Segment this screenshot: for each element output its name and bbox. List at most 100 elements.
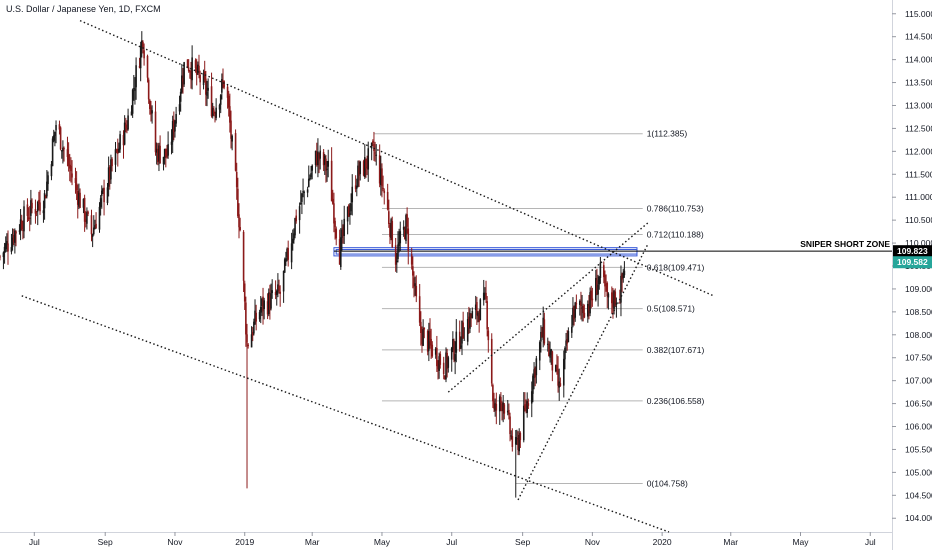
sniper-zone-box — [333, 247, 638, 257]
candle-body — [12, 234, 15, 242]
candle-body — [430, 338, 432, 346]
candle-body — [367, 148, 370, 170]
y-tick-label: 111.500 — [905, 169, 932, 179]
candle-body — [466, 318, 469, 342]
candle-body — [391, 220, 394, 248]
candle-body — [0, 256, 1, 258]
candle-body — [149, 100, 151, 109]
candle-body — [556, 365, 558, 370]
candle-body — [43, 193, 46, 209]
candle-body — [221, 79, 223, 93]
candle-body — [604, 274, 606, 287]
candle-body — [518, 434, 520, 452]
candle-body — [564, 347, 566, 360]
candle-body — [412, 266, 414, 276]
candle-body — [282, 270, 285, 292]
candle-body — [107, 167, 110, 187]
candle-body — [261, 299, 263, 306]
candle-body — [62, 147, 64, 152]
candle-body — [559, 383, 562, 386]
candle-body — [142, 41, 144, 49]
candle-body — [615, 302, 618, 305]
candle-body — [229, 106, 231, 123]
candle-body — [239, 227, 241, 231]
candle-body — [91, 234, 94, 237]
candle-body — [67, 154, 70, 166]
x-tick-label: Sep — [98, 537, 113, 547]
fib-level-label: 0.712(110.188) — [647, 229, 704, 239]
candle-body — [319, 150, 322, 159]
candle-body — [511, 436, 514, 447]
candle-body — [330, 160, 333, 202]
y-tick-label: 105.000 — [905, 467, 932, 477]
candle-body — [246, 334, 248, 343]
candle-body — [565, 340, 567, 346]
candle-body — [44, 195, 47, 199]
candle-body — [333, 203, 335, 224]
candle-body — [174, 121, 176, 132]
candle-body — [342, 227, 344, 236]
candle-body — [530, 391, 533, 404]
candle-body — [226, 86, 229, 98]
y-tick-label: 108.000 — [905, 330, 932, 340]
candle-body — [502, 402, 504, 412]
candle-body — [490, 338, 493, 384]
x-tick-label: May — [374, 537, 391, 547]
candle-body — [197, 64, 199, 73]
candle-body — [334, 220, 336, 228]
candle-body — [599, 262, 602, 278]
candle-body — [47, 175, 49, 185]
candle-body — [386, 191, 389, 210]
candle-body — [534, 368, 536, 378]
candle-body — [359, 161, 362, 175]
x-tick-label: Mar — [305, 537, 320, 547]
candle-body — [219, 95, 222, 105]
candle-body — [218, 104, 221, 110]
candle-body — [429, 330, 431, 342]
candle-body — [243, 283, 246, 302]
candle-body — [247, 344, 249, 347]
candle-body — [301, 193, 303, 202]
y-tick-label: 112.000 — [905, 146, 932, 156]
candle-body — [274, 291, 277, 296]
candle-body — [347, 205, 350, 217]
candle-body — [143, 50, 145, 59]
candle-body — [114, 149, 117, 165]
candle-body — [389, 224, 391, 237]
candle-body — [131, 89, 134, 114]
candle-body — [68, 164, 71, 169]
candle-body — [388, 211, 390, 225]
candle-body — [382, 187, 384, 189]
candle-body — [146, 55, 149, 78]
candle-body — [343, 218, 346, 236]
candle-body — [621, 274, 623, 280]
candle-body — [182, 78, 184, 82]
candle-body — [83, 197, 86, 222]
candle-body — [26, 204, 29, 216]
candle-body — [50, 164, 53, 177]
candle-body — [147, 79, 150, 100]
candle-body — [554, 365, 557, 372]
candle-body — [211, 108, 214, 117]
candle-body — [230, 120, 232, 139]
candle-body — [66, 149, 69, 158]
candle-body — [509, 416, 511, 435]
candle-body — [460, 345, 462, 348]
candle-body — [525, 407, 527, 411]
trendline-lower-channel — [21, 295, 670, 533]
candle-body — [579, 301, 581, 305]
candle-body — [524, 404, 526, 408]
candle-body — [95, 223, 97, 229]
candle-body — [589, 292, 591, 314]
y-tick-label: 115.000 — [905, 9, 932, 19]
candle-body — [311, 165, 313, 171]
candle-body — [357, 165, 359, 187]
candle-body — [396, 260, 398, 263]
candle-body — [270, 293, 272, 309]
y-tick-label: 110.000 — [905, 238, 932, 248]
candle-body — [14, 230, 16, 243]
candle-body — [557, 369, 559, 386]
candle-body — [84, 219, 87, 222]
